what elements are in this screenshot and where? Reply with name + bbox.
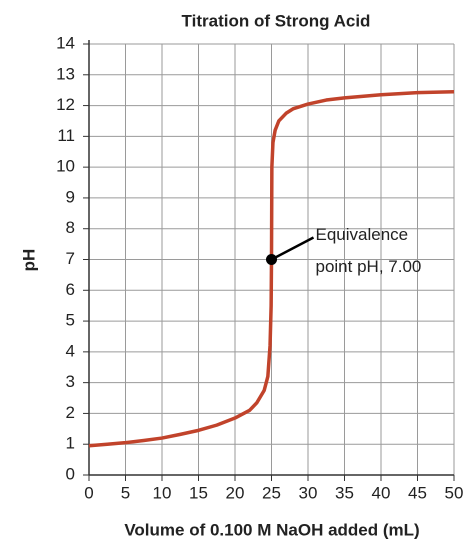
y-tick-label: 1 — [66, 434, 75, 453]
x-tick-label: 0 — [84, 483, 93, 502]
y-tick-label: 5 — [66, 311, 75, 330]
y-tick-label: 4 — [66, 341, 75, 360]
x-tick-label: 35 — [335, 483, 354, 502]
y-tick-label: 8 — [66, 218, 75, 237]
y-tick-label: 10 — [56, 157, 75, 176]
chart-title: Titration of Strong Acid — [182, 11, 371, 30]
x-tick-label: 25 — [262, 483, 281, 502]
y-tick-label: 9 — [66, 187, 75, 206]
y-axis-label: pH — [19, 249, 38, 272]
annotation-leader — [270, 236, 315, 261]
x-tick-label: 50 — [445, 483, 464, 502]
y-tick-label: 6 — [66, 280, 75, 299]
equivalence-point — [266, 254, 277, 265]
x-tick-label: 15 — [189, 483, 208, 502]
y-tick-label: 0 — [66, 464, 75, 483]
x-tick-label: 40 — [372, 483, 391, 502]
y-tick-label: 7 — [66, 249, 75, 268]
annotation-text: Equivalence — [316, 225, 409, 244]
y-tick-label: 11 — [57, 126, 75, 145]
annotation-text: point pH, 7.00 — [316, 257, 422, 276]
y-tick-label: 14 — [56, 33, 75, 52]
x-tick-label: 5 — [121, 483, 130, 502]
x-tick-label: 30 — [299, 483, 318, 502]
titration-curve — [88, 89, 455, 448]
y-tick-label: 3 — [66, 372, 75, 391]
y-tick-label: 13 — [56, 64, 75, 83]
x-tick-label: 10 — [153, 483, 172, 502]
x-tick-label: 20 — [226, 483, 245, 502]
y-tick-label: 12 — [56, 95, 75, 114]
x-tick-label: 45 — [408, 483, 427, 502]
y-tick-label: 2 — [66, 403, 75, 422]
x-axis-label: Volume of 0.100 M NaOH added (mL) — [124, 520, 419, 539]
